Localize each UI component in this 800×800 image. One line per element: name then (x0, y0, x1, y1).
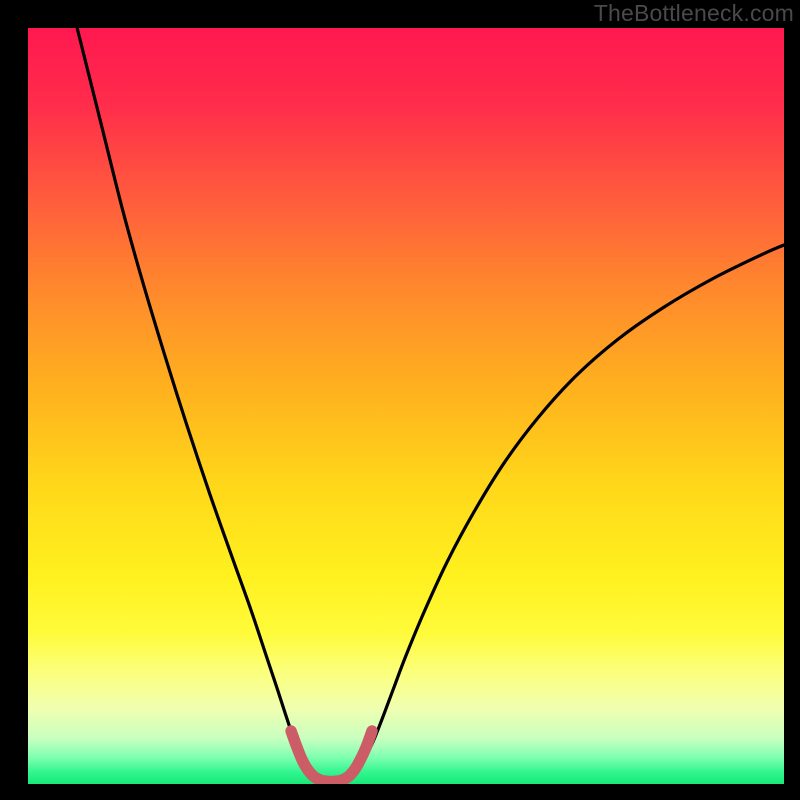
bottleneck-curve (77, 28, 784, 781)
chart-svg (28, 28, 784, 784)
plot-area (28, 28, 784, 784)
optimal-zone-highlight (291, 731, 372, 781)
watermark-text: TheBottleneck.com (594, 0, 794, 27)
